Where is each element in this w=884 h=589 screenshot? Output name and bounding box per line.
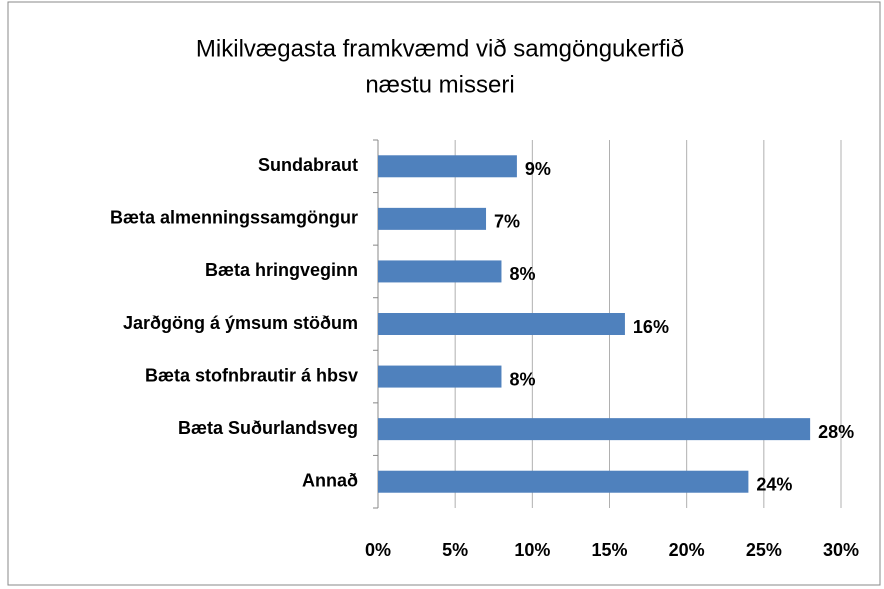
- x-tick-label: 0%: [365, 540, 391, 560]
- x-tick-label: 10%: [514, 540, 550, 560]
- bar: [378, 260, 502, 283]
- x-tick-label: 20%: [669, 540, 705, 560]
- x-tick-label: 30%: [823, 540, 859, 560]
- bar: [378, 207, 487, 230]
- bar: [378, 470, 749, 493]
- x-tick-label: 15%: [591, 540, 627, 560]
- data-label: 7%: [494, 212, 520, 232]
- y-tick-label: Bæta almenningssamgöngur: [110, 208, 358, 228]
- data-label: 16%: [633, 317, 669, 337]
- y-tick-label: Sundabraut: [258, 155, 358, 175]
- bar: [378, 418, 811, 441]
- y-tick-label: Annað: [302, 470, 358, 490]
- y-tick-label: Bæta stofnbrautir á hbsv: [145, 365, 358, 385]
- chart-title: Mikilvægasta framkvæmd við samgöngukerfi…: [196, 35, 684, 62]
- data-label: 8%: [509, 369, 535, 389]
- x-tick-label: 5%: [442, 540, 468, 560]
- data-label: 28%: [818, 422, 854, 442]
- data-label: 24%: [756, 474, 792, 494]
- y-tick-label: Bæta Suðurlandsveg: [178, 418, 358, 438]
- bar: [378, 155, 517, 178]
- data-label: 9%: [525, 159, 551, 179]
- bar: [378, 365, 502, 388]
- y-tick-label: Bæta hringveginn: [205, 260, 358, 280]
- y-tick-label: Jarðgöng á ýmsum stöðum: [123, 313, 358, 333]
- x-tick-label: 25%: [746, 540, 782, 560]
- data-label: 8%: [509, 264, 535, 284]
- bar: [378, 313, 625, 335]
- chart-title: næstu misseri: [365, 71, 514, 98]
